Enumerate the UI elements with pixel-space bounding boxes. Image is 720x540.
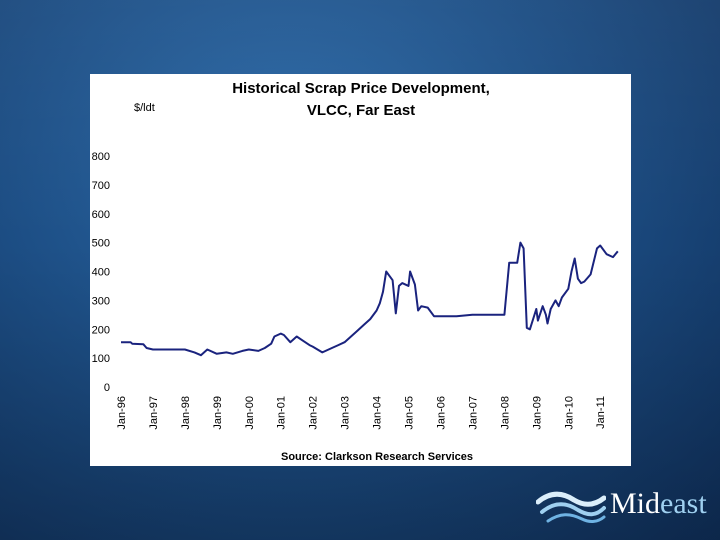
y-tick-label: 600 <box>92 209 110 221</box>
x-tick-label: Jan-99 <box>212 396 224 430</box>
mideast-brand: Mideast <box>536 488 716 528</box>
x-tick-label: Jan-11 <box>595 396 607 429</box>
wave-logo-icon <box>536 491 606 523</box>
series-line-0 <box>121 241 619 357</box>
y-axis-unit-label: $/ldt <box>134 102 155 114</box>
y-tick-label: 800 <box>92 151 110 163</box>
x-tick-label: Jan-98 <box>180 396 192 430</box>
x-tick-label: Jan-04 <box>372 396 384 430</box>
x-tick-label: Jan-07 <box>467 396 479 430</box>
chart-title-line1: Historical Scrap Price Development, <box>232 80 490 97</box>
series-layer <box>121 241 619 357</box>
y-axis: 0 100 200 300 400 500 600 700 800 <box>92 151 110 394</box>
brand-prefix: Mid <box>610 487 661 520</box>
scrap-price-chart: Historical Scrap Price Development, VLCC… <box>92 80 619 463</box>
y-tick-label: 200 <box>92 324 110 336</box>
x-tick-label: Jan-08 <box>499 396 511 430</box>
x-tick-label: Jan-02 <box>308 396 320 430</box>
x-tick-label: Jan-09 <box>531 396 543 430</box>
brand-wordmark: Mideast <box>610 488 707 520</box>
x-tick-label: Jan-01 <box>276 396 288 430</box>
x-tick-label: Jan-97 <box>148 396 160 430</box>
y-tick-label: 400 <box>92 267 110 279</box>
x-tick-label: Jan-06 <box>435 396 447 430</box>
x-axis: Jan-96 Jan-97 Jan-98 Jan-99 Jan-00 Jan-01 Jan-… <box>116 396 607 430</box>
y-tick-label: 100 <box>92 353 110 365</box>
x-tick-label: Jan-10 <box>563 396 575 430</box>
x-tick-label: Jan-96 <box>116 396 128 430</box>
y-tick-label: 700 <box>92 180 110 192</box>
chart-source-note: Source: Clarkson Research Services <box>281 451 473 463</box>
chart-title-line2: VLCC, Far East <box>307 102 415 119</box>
chart-panel: Historical Scrap Price Development, VLCC… <box>90 74 631 466</box>
x-tick-label: Jan-03 <box>340 396 352 430</box>
x-tick-label: Jan-05 <box>404 396 416 430</box>
brand-suffix: east <box>660 487 707 520</box>
y-tick-label: 0 <box>104 382 110 394</box>
x-tick-label: Jan-00 <box>244 396 256 430</box>
y-tick-label: 300 <box>92 295 110 307</box>
y-tick-label: 500 <box>92 238 110 250</box>
